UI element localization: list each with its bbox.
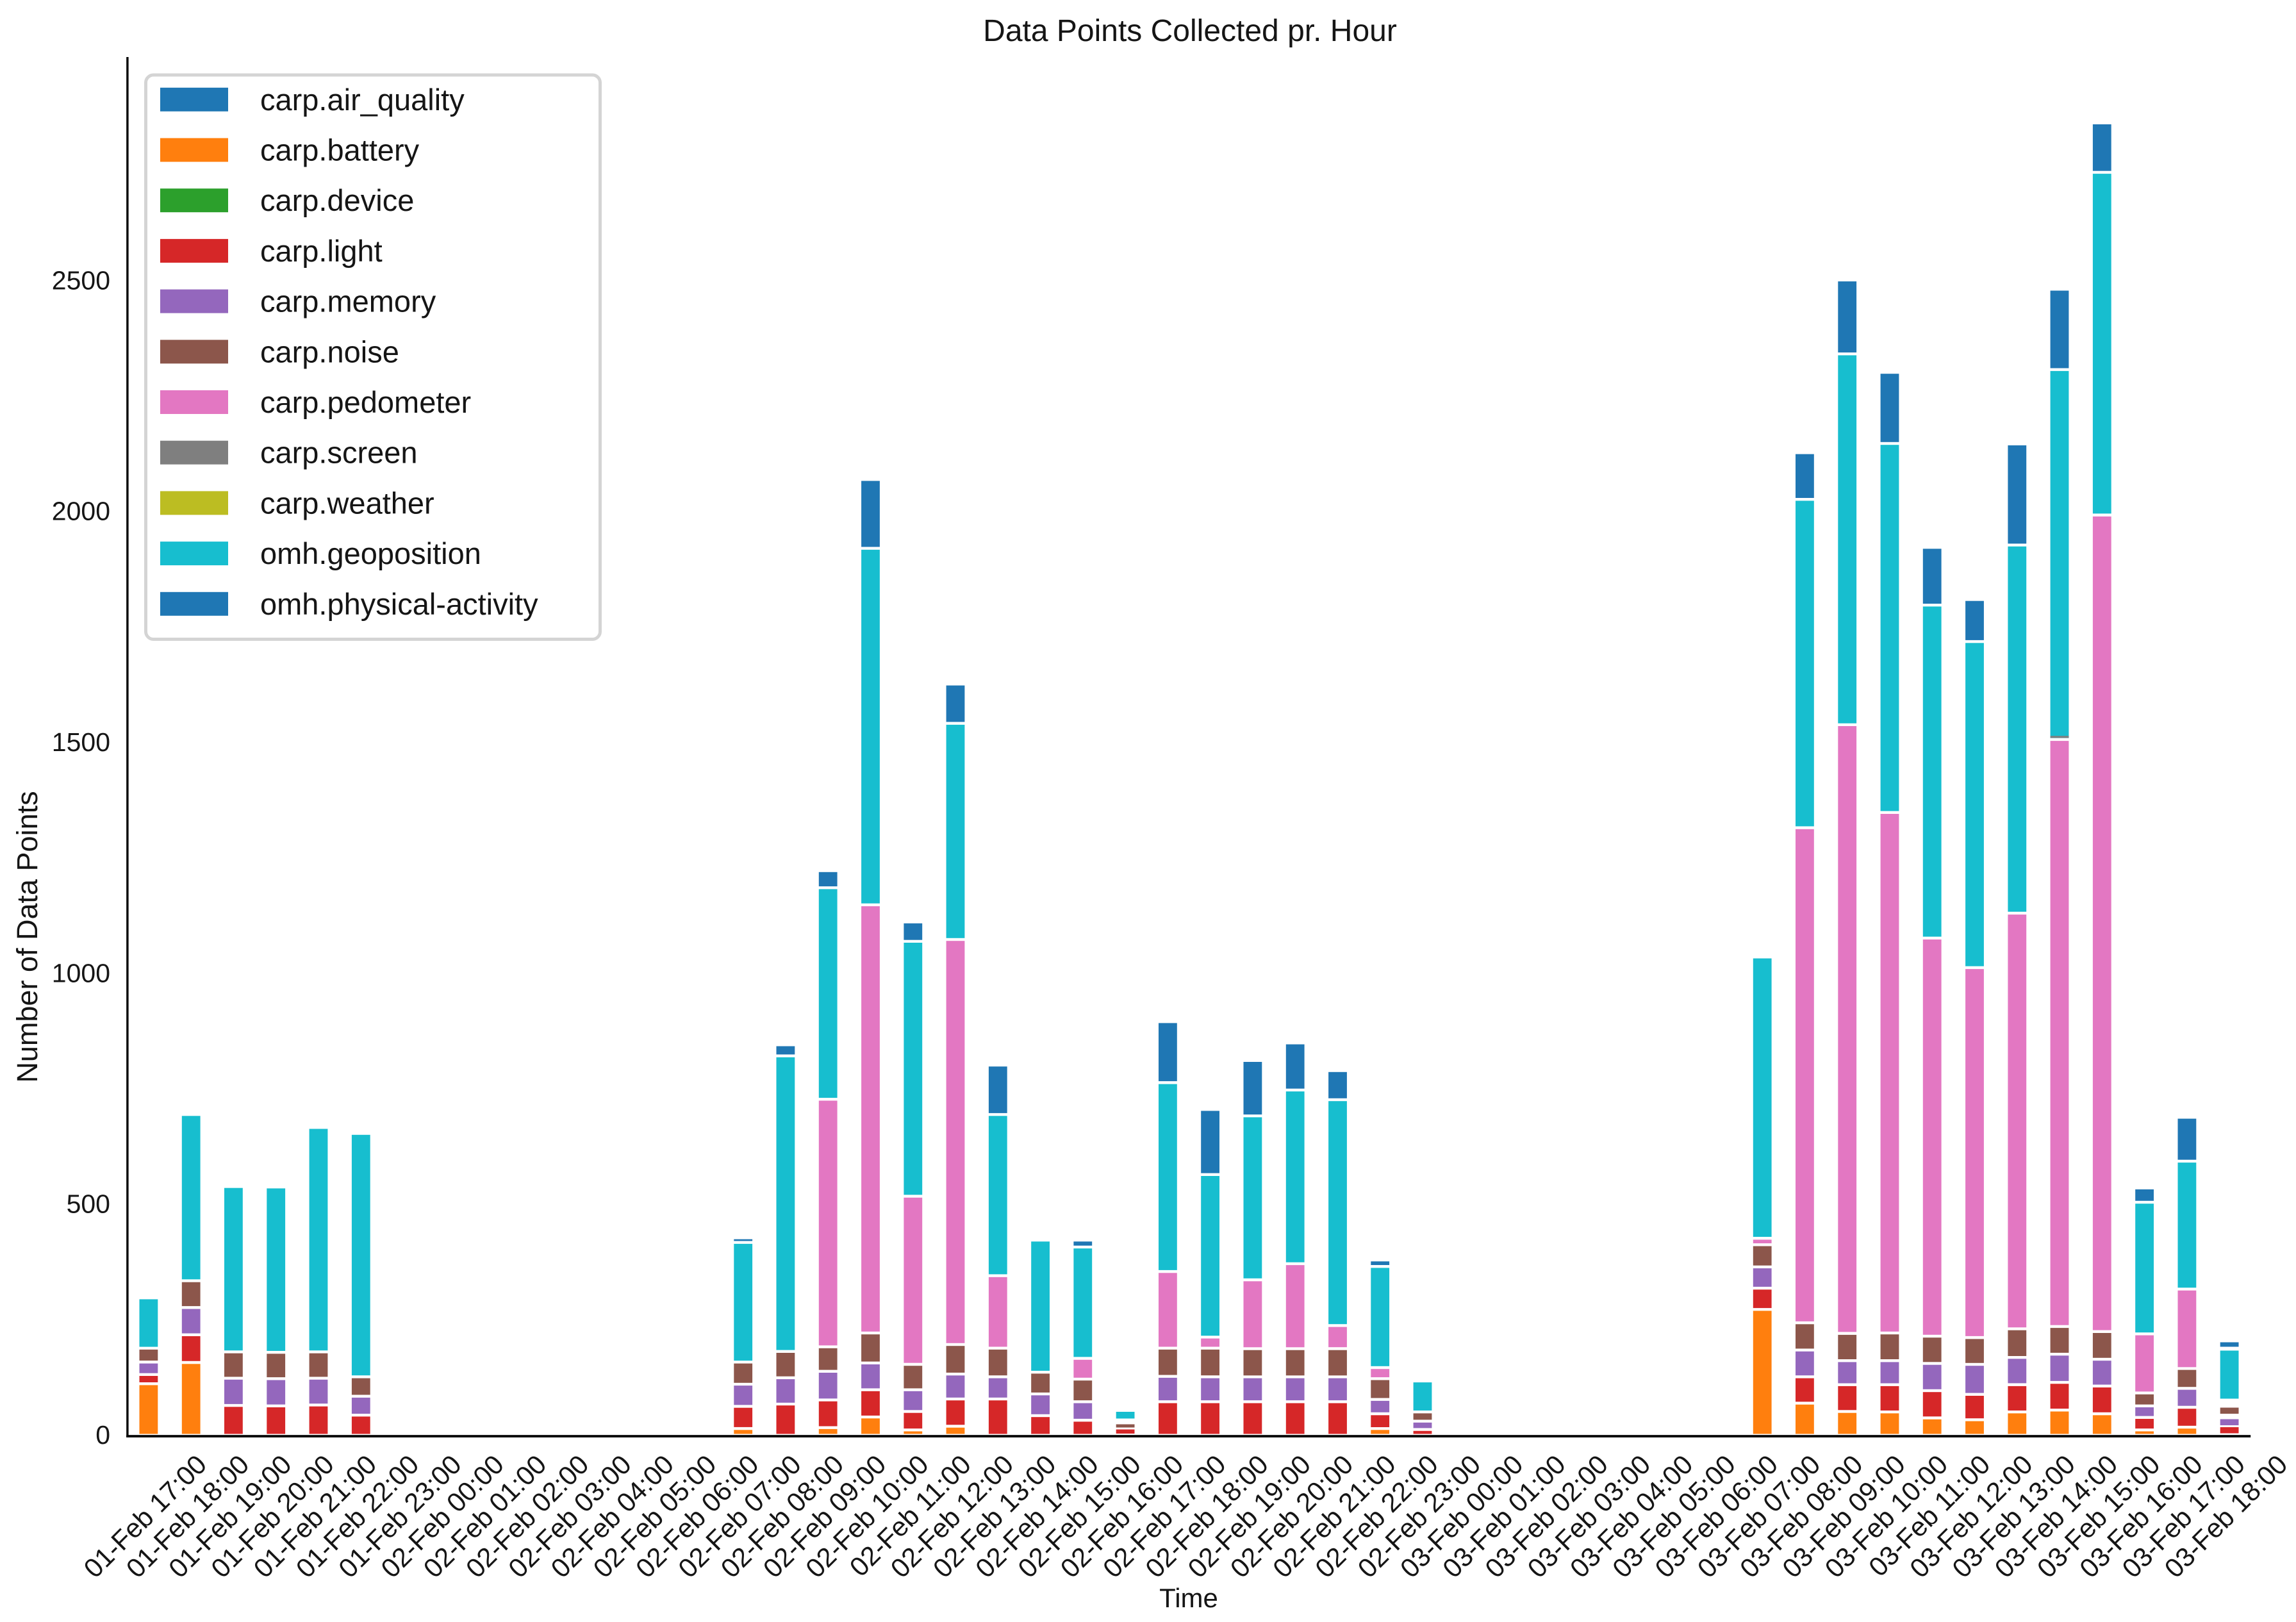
svg-text:Number of Data Points: Number of Data Points bbox=[11, 791, 44, 1082]
svg-text:carp.air_quality: carp.air_quality bbox=[260, 83, 465, 117]
svg-text:2500: 2500 bbox=[52, 265, 110, 295]
svg-text:carp.weather: carp.weather bbox=[260, 486, 434, 520]
svg-text:carp.pedometer: carp.pedometer bbox=[260, 385, 471, 419]
svg-text:carp.battery: carp.battery bbox=[260, 133, 420, 167]
svg-text:Time: Time bbox=[1159, 1583, 1218, 1613]
svg-text:1000: 1000 bbox=[52, 958, 110, 988]
svg-text:carp.memory: carp.memory bbox=[260, 285, 436, 319]
svg-text:1500: 1500 bbox=[52, 727, 110, 757]
svg-text:carp.screen: carp.screen bbox=[260, 436, 418, 470]
svg-text:carp.noise: carp.noise bbox=[260, 335, 399, 368]
svg-text:2000: 2000 bbox=[52, 497, 110, 526]
svg-text:Data Points Collected pr. Hour: Data Points Collected pr. Hour bbox=[983, 14, 1397, 48]
svg-text:500: 500 bbox=[67, 1189, 110, 1219]
svg-text:omh.geoposition: omh.geoposition bbox=[260, 536, 481, 570]
svg-text:0: 0 bbox=[95, 1420, 110, 1450]
svg-text:carp.light: carp.light bbox=[260, 234, 383, 268]
svg-text:carp.device: carp.device bbox=[260, 183, 414, 217]
svg-text:omh.physical-activity: omh.physical-activity bbox=[260, 587, 538, 621]
